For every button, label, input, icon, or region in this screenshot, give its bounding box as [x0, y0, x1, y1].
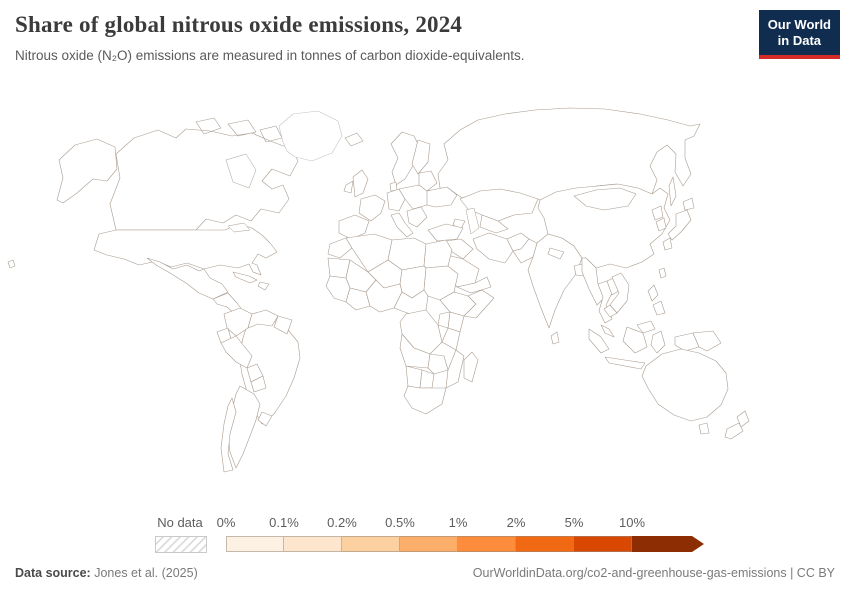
- owid-logo[interactable]: Our World in Data: [758, 10, 840, 59]
- country-india[interactable]: [527, 233, 583, 329]
- country-australia[interactable]: [641, 348, 729, 435]
- country-argentina[interactable]: [227, 385, 261, 469]
- country-venezuela[interactable]: [247, 309, 279, 329]
- country-cuba[interactable]: [232, 271, 258, 284]
- country-somalia[interactable]: [463, 289, 495, 319]
- country-germany[interactable]: [386, 188, 406, 212]
- country-sri-lanka[interactable]: [550, 331, 560, 345]
- legend-tick-label: 5%: [564, 515, 584, 530]
- legend-bin[interactable]: [574, 536, 632, 552]
- legend-tick-label: 2%: [506, 515, 526, 530]
- owid-logo-line2: in Data: [777, 33, 822, 49]
- country-morocco[interactable]: [327, 237, 353, 259]
- country-philippines[interactable]: [647, 284, 666, 316]
- country-ukraine[interactable]: [426, 186, 458, 208]
- country-hispaniola[interactable]: [257, 281, 270, 291]
- country-vietnam[interactable]: [609, 272, 630, 314]
- legend-no-data-label: No data: [157, 515, 203, 530]
- map-legend: No data 0% 0.1% 0.2% 0.5% 1% 2% 5% 10%: [0, 514, 850, 560]
- legend-bin[interactable]: [342, 536, 400, 552]
- country-norway-sweden[interactable]: [390, 131, 421, 186]
- country-guyana[interactable]: [273, 315, 293, 335]
- country-mongolia[interactable]: [573, 187, 637, 211]
- country-belarus-baltics[interactable]: [418, 170, 438, 192]
- country-uganda[interactable]: [437, 311, 451, 329]
- country-taiwan[interactable]: [658, 267, 667, 279]
- legend-bin[interactable]: [632, 536, 704, 552]
- country-kazakhstan[interactable]: [459, 188, 539, 222]
- country-iceland[interactable]: [344, 132, 364, 147]
- legend-tick-label: 10%: [618, 515, 646, 530]
- legend-tick-labels: 0% 0.1% 0.2% 0.5% 1% 2% 5% 10%: [217, 515, 786, 533]
- country-iran[interactable]: [472, 232, 514, 264]
- country-south-korea[interactable]: [655, 217, 667, 232]
- page-title: Share of global nitrous oxide emissions,…: [15, 12, 463, 37]
- country-namibia[interactable]: [405, 365, 423, 389]
- country-chile[interactable]: [220, 397, 237, 473]
- legend-tick-label: 0.2%: [327, 515, 357, 530]
- country-sudan[interactable]: [423, 265, 459, 301]
- attribution: OurWorldinData.org/co2-and-greenhouse-ga…: [472, 566, 835, 580]
- country-indonesia[interactable]: [588, 326, 700, 370]
- country-north-korea[interactable]: [651, 205, 664, 221]
- country-ireland[interactable]: [343, 180, 354, 194]
- legend-no-data-swatch[interactable]: [155, 536, 207, 553]
- country-papua-new-guinea[interactable]: [692, 330, 722, 352]
- owid-logo-line1: Our World: [767, 17, 831, 32]
- country-turkey[interactable]: [427, 223, 464, 242]
- legend-bar: [226, 536, 704, 552]
- data-source: Data source: Jones et al. (2025): [15, 566, 198, 580]
- country-italy[interactable]: [390, 212, 414, 238]
- country-balkans[interactable]: [406, 206, 428, 228]
- country-greenland[interactable]: [278, 110, 343, 162]
- great-lakes: [227, 222, 251, 233]
- data-source-label: Data source:: [15, 566, 91, 580]
- legend-bin[interactable]: [226, 536, 284, 552]
- country-mexico[interactable]: [146, 257, 229, 300]
- country-egypt[interactable]: [423, 239, 453, 269]
- legend-bin[interactable]: [516, 536, 574, 552]
- country-senegal-guinea[interactable]: [325, 275, 351, 303]
- legend-bin[interactable]: [284, 536, 342, 552]
- country-botswana[interactable]: [419, 369, 435, 389]
- country-canada[interactable]: [109, 117, 299, 231]
- country-united-kingdom[interactable]: [352, 169, 369, 198]
- country-pakistan[interactable]: [512, 238, 538, 264]
- country-spain[interactable]: [338, 214, 370, 240]
- country-south-africa[interactable]: [403, 385, 447, 415]
- country-malaysia[interactable]: [600, 320, 656, 338]
- caspian-sea: [465, 207, 480, 235]
- country-nepal[interactable]: [547, 247, 565, 260]
- country-uruguay[interactable]: [257, 411, 273, 427]
- country-paraguay[interactable]: [250, 375, 267, 393]
- country-cambodia[interactable]: [603, 304, 618, 318]
- country-france[interactable]: [358, 194, 386, 222]
- country-china[interactable]: [537, 183, 671, 269]
- data-source-value: Jones et al. (2025): [90, 566, 198, 580]
- country-new-zealand[interactable]: [724, 410, 750, 440]
- page-subtitle: Nitrous oxide (N₂O) emissions are measur…: [15, 48, 525, 63]
- legend-tick-label: 1%: [448, 515, 468, 530]
- legend-tick-label: 0%: [216, 515, 236, 530]
- country-peru[interactable]: [220, 335, 253, 369]
- legend-bin[interactable]: [400, 536, 458, 552]
- world-map: [7, 107, 750, 473]
- country-central-asia[interactable]: [479, 214, 509, 234]
- country-finland[interactable]: [411, 139, 431, 175]
- country-tanzania[interactable]: [441, 327, 461, 351]
- country-zambia[interactable]: [427, 353, 449, 375]
- country-nigeria[interactable]: [365, 279, 403, 313]
- legend-bin[interactable]: [458, 536, 516, 552]
- hudson-bay: [225, 153, 257, 189]
- legend-tick-label: 0.5%: [385, 515, 415, 530]
- country-yemen-oman[interactable]: [456, 276, 492, 294]
- country-japan[interactable]: [662, 197, 695, 251]
- legend-tick-label: 0.1%: [269, 515, 299, 530]
- country-mozambique[interactable]: [445, 349, 465, 389]
- country-madagascar[interactable]: [463, 351, 479, 383]
- country-denmark[interactable]: [389, 181, 398, 192]
